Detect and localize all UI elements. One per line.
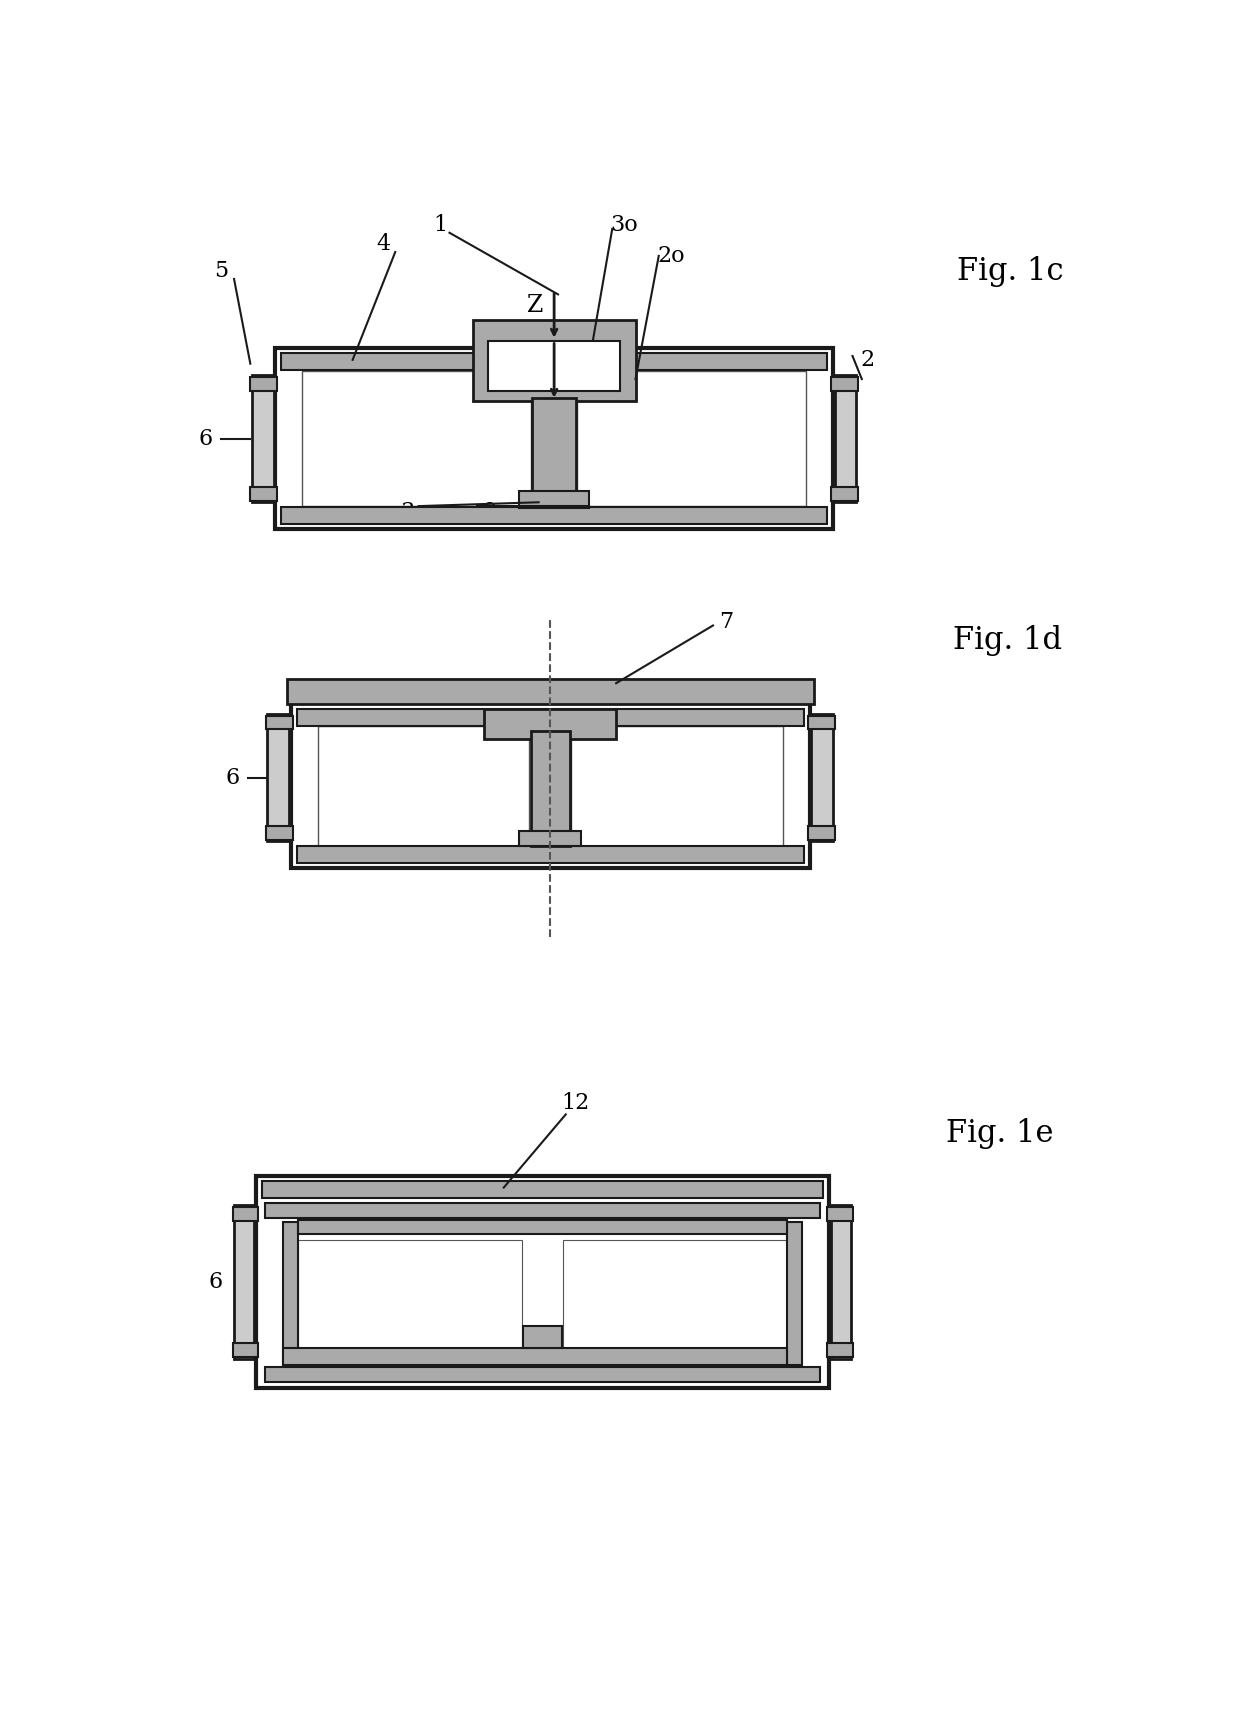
Bar [290, 688, 810, 867]
Bar [252, 375, 274, 503]
Bar [262, 1180, 823, 1198]
Bar [831, 487, 858, 501]
Text: Fig. 1c: Fig. 1c [957, 256, 1064, 287]
Text: 9: 9 [482, 501, 497, 524]
Bar [827, 1206, 853, 1220]
Text: 6: 6 [208, 1272, 222, 1293]
Bar [299, 1241, 522, 1348]
Bar [520, 491, 589, 508]
Text: 12: 12 [562, 1092, 590, 1115]
Bar [250, 487, 278, 501]
Text: Z: Z [527, 294, 543, 318]
Bar [786, 1222, 802, 1365]
Bar [831, 377, 858, 391]
Bar [234, 1206, 254, 1358]
Bar [523, 1325, 562, 1348]
Bar [255, 1177, 830, 1388]
Bar [265, 826, 293, 840]
Bar [265, 1203, 820, 1218]
Text: 1: 1 [433, 214, 448, 237]
Bar [265, 715, 293, 729]
Bar [835, 375, 857, 503]
Bar [250, 377, 278, 391]
Bar [286, 679, 813, 703]
Bar [281, 506, 827, 524]
Bar [532, 399, 575, 506]
Text: 3: 3 [399, 501, 414, 524]
Bar [233, 1343, 258, 1356]
Text: 6: 6 [198, 429, 212, 449]
Text: Z: Z [523, 721, 539, 743]
Text: Fig. 1e: Fig. 1e [945, 1118, 1053, 1149]
Text: 3o: 3o [610, 214, 637, 237]
Bar [296, 845, 804, 862]
Text: 2o: 2o [657, 245, 684, 266]
Bar [489, 340, 620, 391]
Bar [299, 1220, 786, 1234]
Bar [520, 831, 582, 847]
Bar [827, 1343, 853, 1356]
Bar [578, 372, 806, 506]
Text: Fig. 1d: Fig. 1d [954, 626, 1063, 657]
Text: 4: 4 [377, 233, 391, 256]
Bar [265, 1367, 820, 1382]
Bar [831, 1206, 851, 1358]
Bar [268, 714, 289, 842]
Bar [233, 1206, 258, 1220]
Bar [275, 349, 833, 529]
Text: 5: 5 [213, 261, 228, 282]
Text: 2: 2 [861, 349, 875, 372]
Bar [485, 708, 616, 740]
Bar [296, 708, 804, 726]
Bar [317, 726, 529, 847]
Bar [572, 726, 782, 847]
Text: 6: 6 [226, 767, 239, 790]
Bar [531, 731, 569, 847]
Bar [807, 826, 835, 840]
Bar [283, 1348, 786, 1365]
Bar [283, 1222, 299, 1365]
Bar [281, 353, 827, 370]
Bar [472, 320, 635, 401]
Bar [807, 715, 835, 729]
Bar [303, 372, 531, 506]
Bar [489, 340, 620, 391]
Text: 7: 7 [719, 610, 733, 632]
Bar [811, 714, 833, 842]
Bar [563, 1241, 786, 1348]
